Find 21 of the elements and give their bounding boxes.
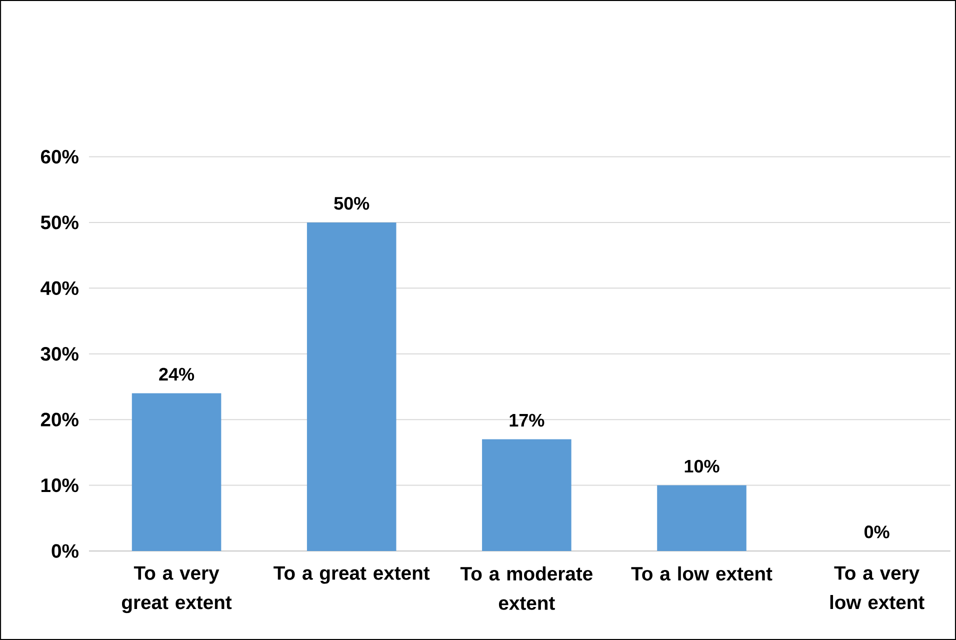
x-tick-label: To a great extent xyxy=(274,566,430,584)
y-tick-label: 40% xyxy=(40,281,78,295)
x-tick-label: To a low extent xyxy=(631,566,772,581)
data-label: 50% xyxy=(334,196,370,210)
y-tick-label: 50% xyxy=(40,216,78,230)
y-tick-label: 10% xyxy=(41,478,78,492)
x-tick-label: To a very low extent xyxy=(830,566,924,610)
data-label: 10% xyxy=(684,460,720,473)
y-tick-label: 30% xyxy=(40,347,78,361)
x-tick-label: To a very great extent xyxy=(122,566,232,614)
y-tick-label: 60% xyxy=(40,150,78,164)
y-tick-label: 0% xyxy=(52,544,78,558)
bar xyxy=(306,222,396,552)
x-tick-label: To a moderate extent xyxy=(460,566,592,610)
bar xyxy=(132,393,222,552)
bar xyxy=(657,485,746,552)
y-tick-label: 20% xyxy=(40,412,78,426)
data-label: 0% xyxy=(864,526,890,538)
data-label: 24% xyxy=(159,368,194,381)
bar xyxy=(482,439,572,552)
data-label: 17% xyxy=(510,414,544,427)
